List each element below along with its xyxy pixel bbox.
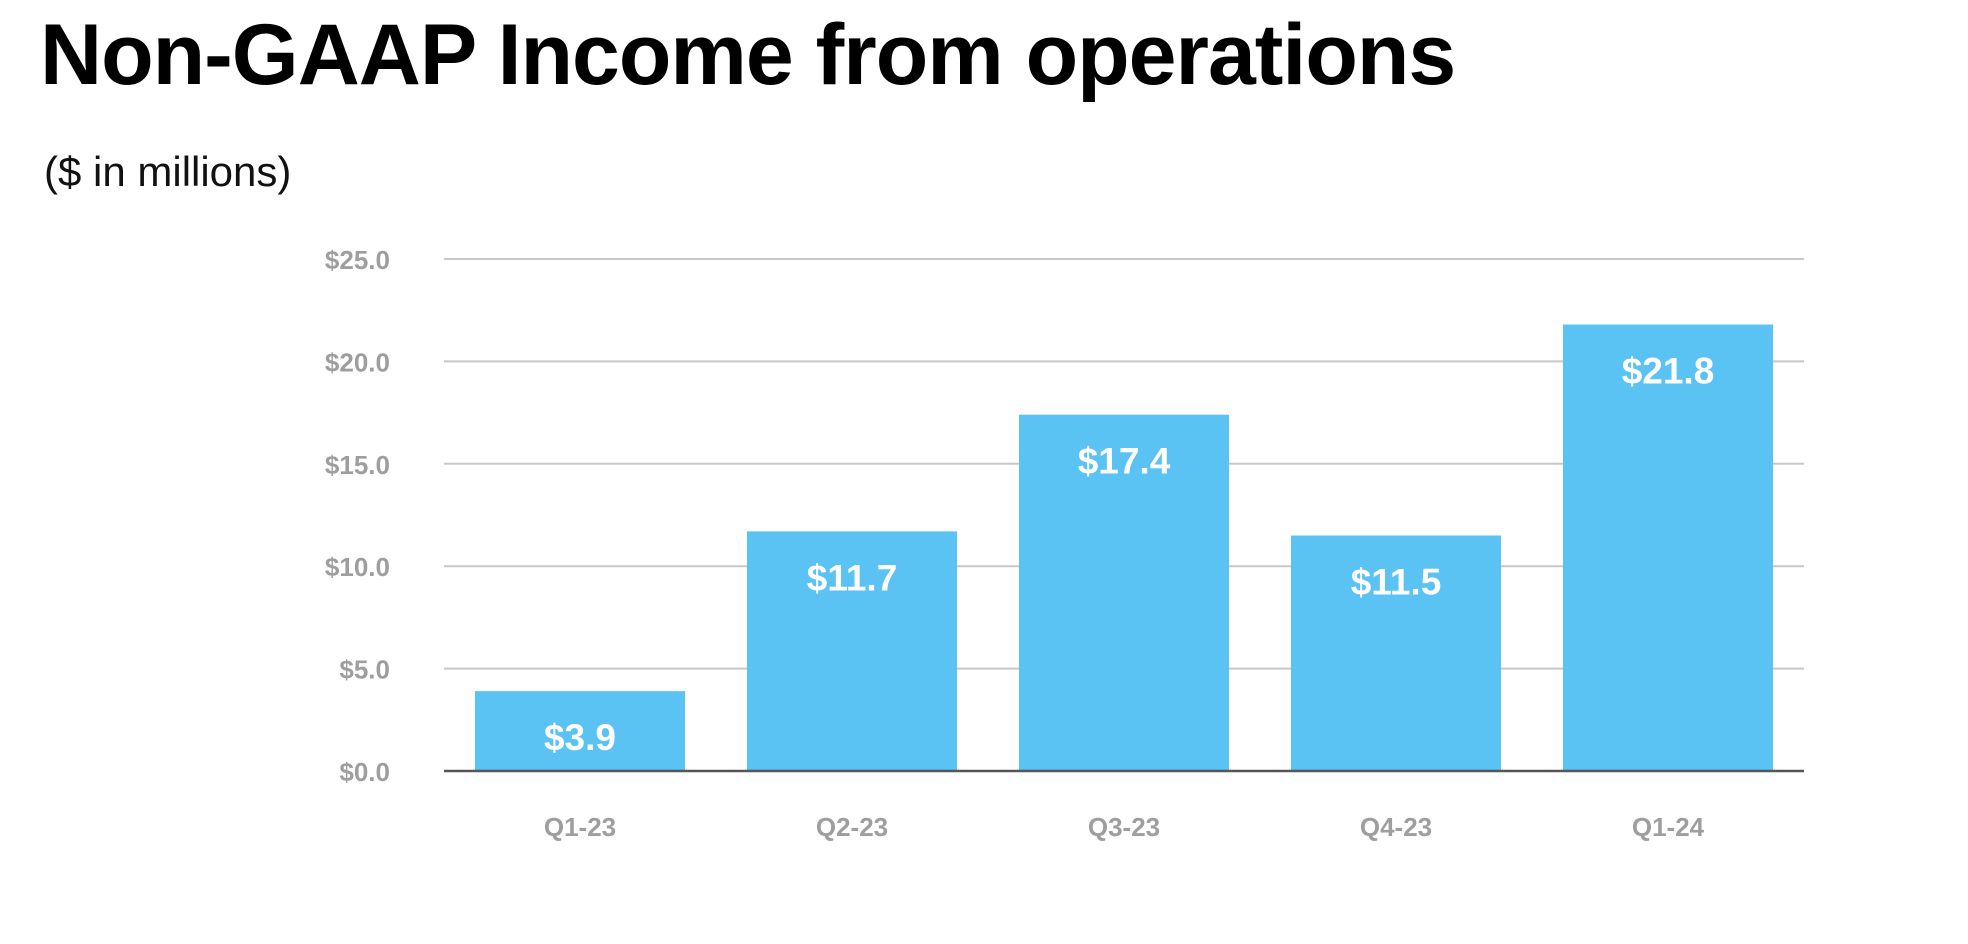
x-tick-label: Q1-23: [544, 812, 616, 842]
x-tick-label: Q1-24: [1632, 812, 1705, 842]
chart-subtitle: ($ in millions): [44, 148, 292, 195]
y-tick-label: $25.0: [325, 245, 390, 275]
x-axis-ticks: Q1-23 Q2-23 Q3-23 Q4-23 Q1-24: [544, 812, 1705, 842]
x-tick-label: Q2-23: [816, 812, 888, 842]
bars: [475, 324, 1773, 771]
bar-q1-24: [1563, 324, 1773, 771]
y-tick-label: $15.0: [325, 450, 390, 480]
bar-q3-23: [1019, 414, 1229, 771]
y-axis-ticks: $0.0 $5.0 $10.0 $15.0 $20.0 $25.0: [325, 245, 390, 787]
bar-q2-23: [747, 531, 957, 771]
bar-q4-23: [1291, 535, 1501, 771]
chart-title: Non-GAAP Income from operations: [40, 7, 1456, 103]
data-label: $21.8: [1622, 351, 1715, 392]
data-label: $11.7: [807, 557, 898, 598]
bar-q1-23: [475, 691, 685, 771]
y-tick-label: $20.0: [325, 347, 390, 377]
x-tick-label: Q4-23: [1360, 812, 1432, 842]
data-label: $3.9: [544, 717, 616, 758]
x-tick-label: Q3-23: [1088, 812, 1160, 842]
y-tick-label: $5.0: [339, 655, 390, 685]
data-label: $17.4: [1078, 441, 1171, 482]
y-tick-label: $0.0: [339, 757, 390, 787]
data-labels: $3.9 $11.7 $17.4 $11.5 $21.8: [544, 351, 1714, 759]
y-tick-label: $10.0: [325, 552, 390, 582]
data-label: $11.5: [1351, 561, 1442, 602]
